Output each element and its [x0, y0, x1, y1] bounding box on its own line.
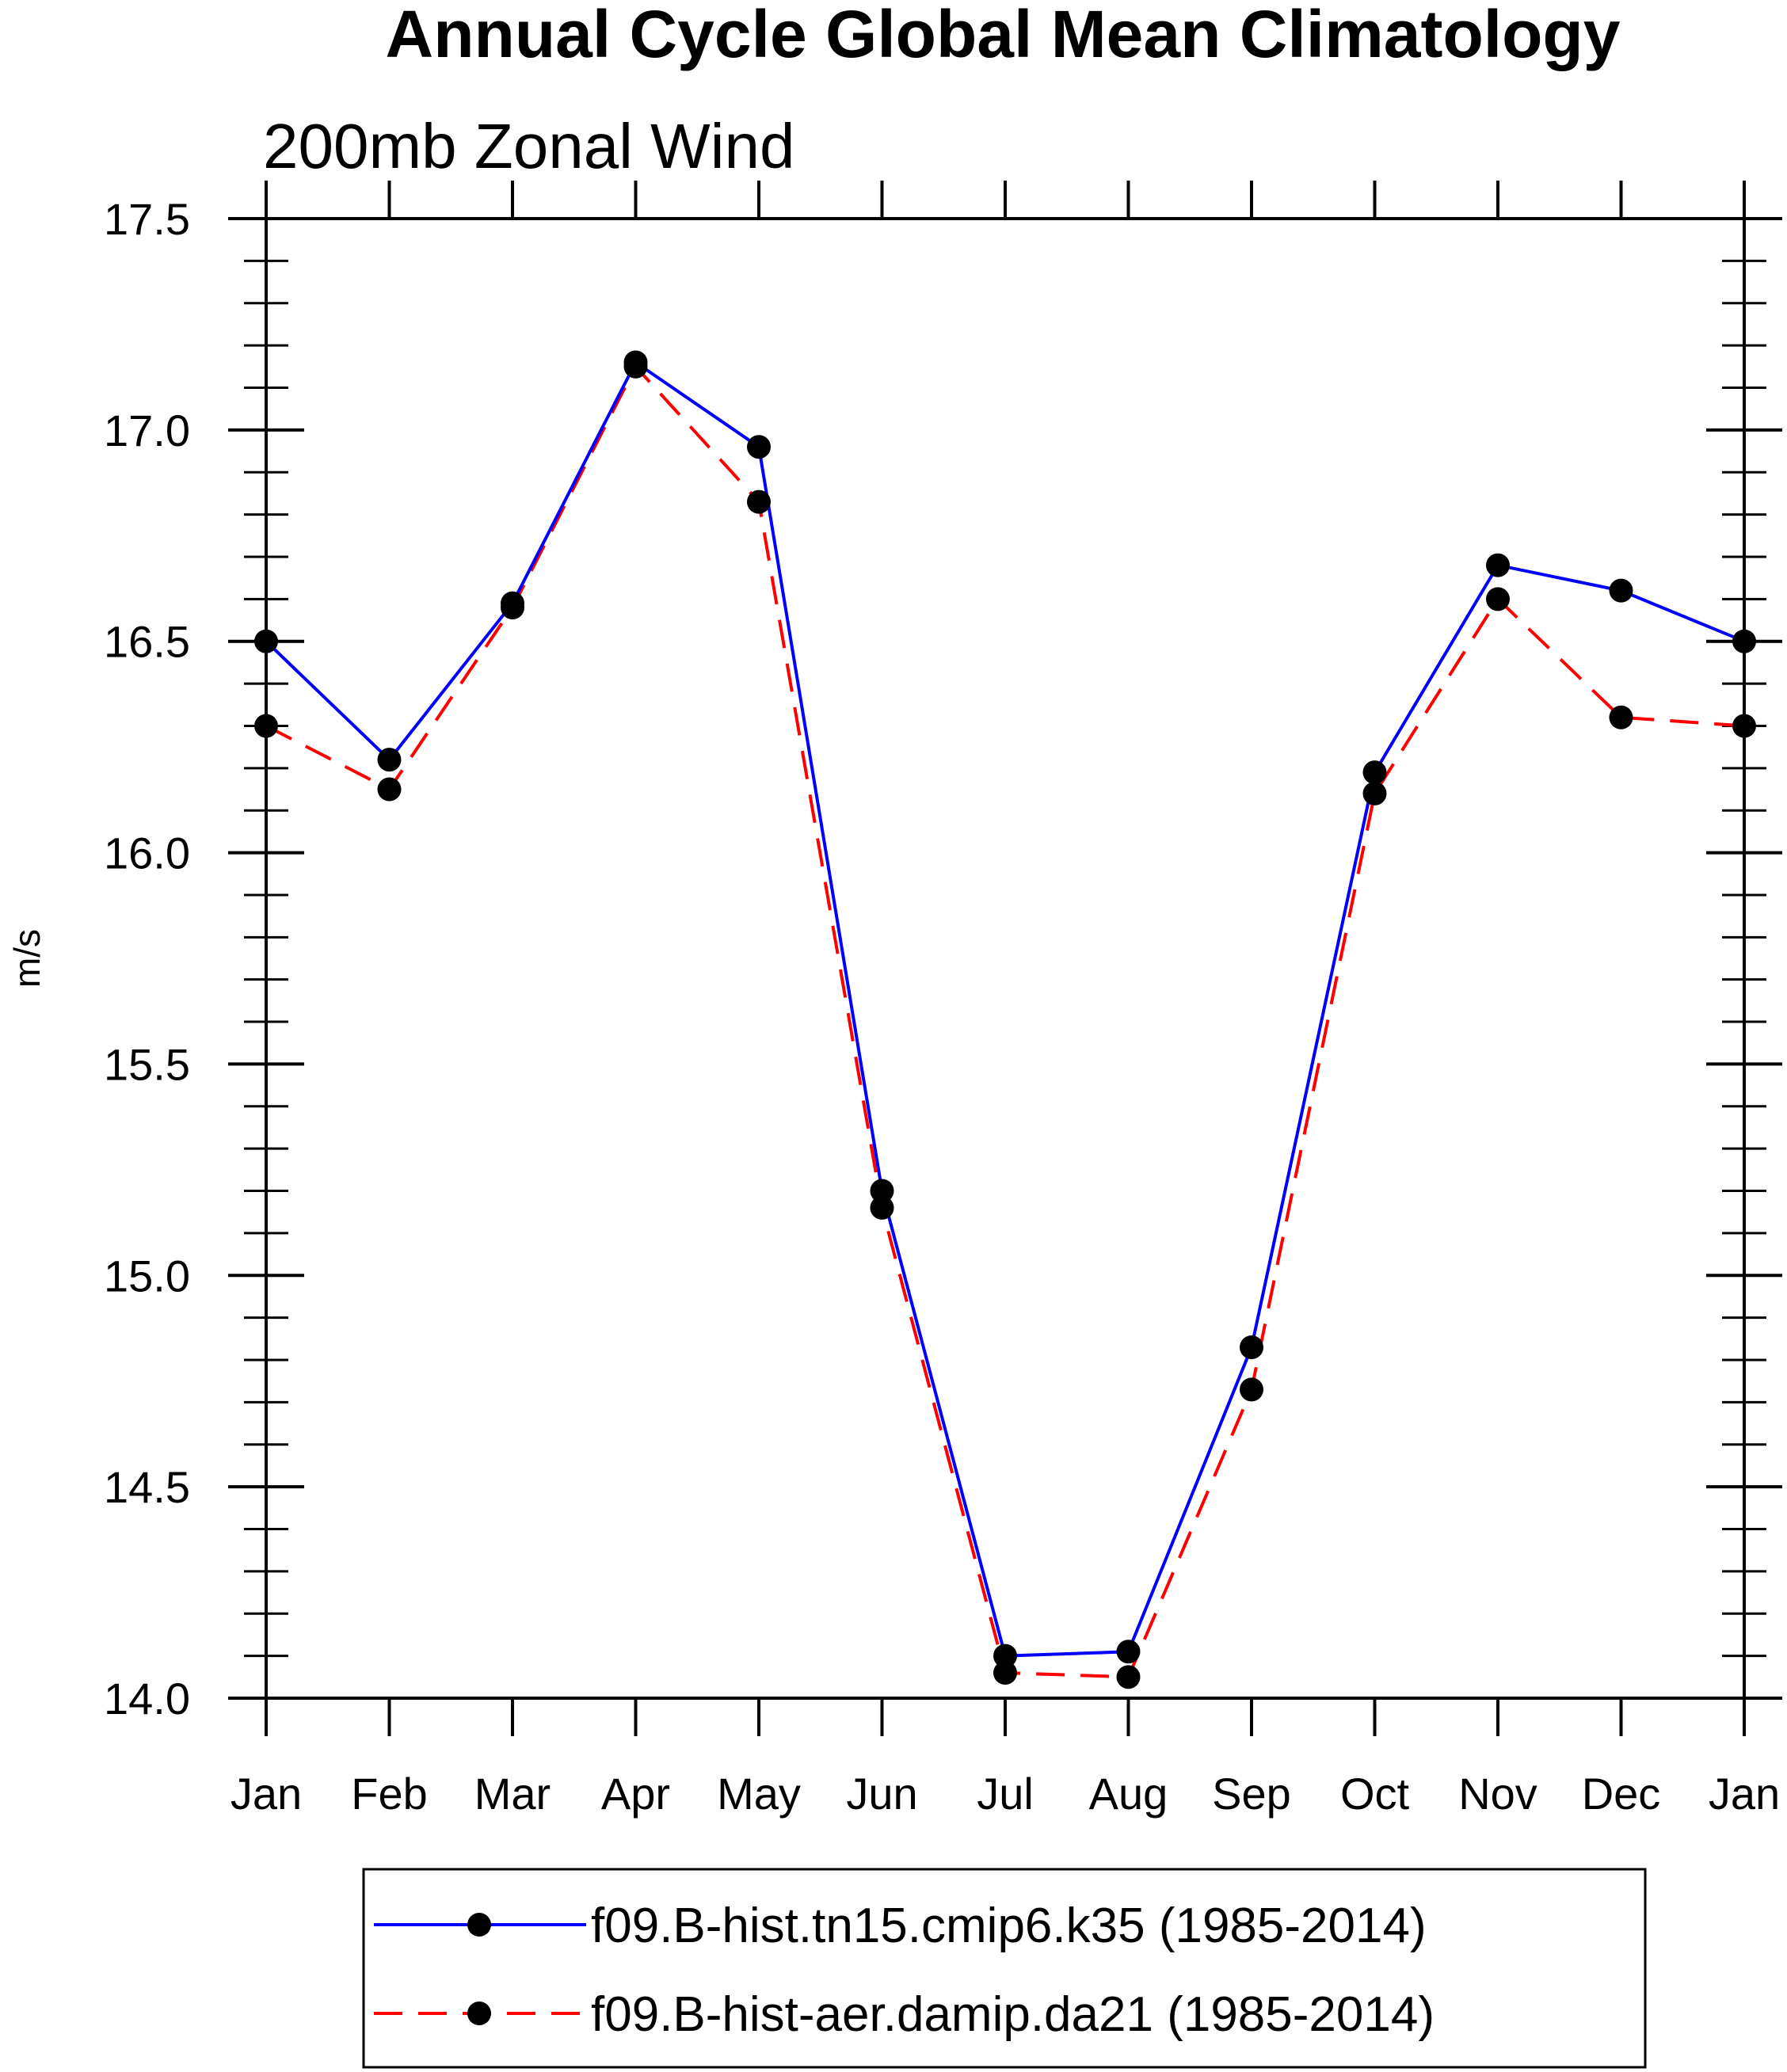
y-tick-label: 16.0: [104, 828, 190, 878]
data-point: [870, 1179, 894, 1203]
x-tick-label: Feb: [351, 1769, 428, 1819]
data-point: [993, 1644, 1017, 1668]
data-point: [993, 1660, 1017, 1685]
y-tick-label: 15.5: [104, 1039, 190, 1089]
data-point: [1732, 629, 1756, 653]
x-tick-label: Sep: [1212, 1769, 1291, 1819]
legend-marker: [467, 2002, 491, 2025]
chart-subtitle: 200mb Zonal Wind: [263, 111, 794, 181]
x-tick-label: Apr: [601, 1769, 670, 1819]
legend-marker: [467, 1913, 491, 1937]
data-point: [1486, 553, 1510, 577]
data-point: [377, 777, 402, 802]
series-line: [265, 360, 1745, 1658]
x-tick-label: Jul: [977, 1769, 1034, 1819]
x-tick-label: Mar: [474, 1769, 551, 1819]
x-tick-label: Nov: [1458, 1769, 1537, 1819]
y-tick-label: 14.0: [104, 1674, 190, 1723]
y-tick-label: 14.5: [104, 1462, 190, 1512]
data-point: [1116, 1665, 1141, 1689]
axis-tick-labels: Jan Feb Mar Apr May Jun Jul Aug Sep Oct Nov Dec Jan 1…: [104, 194, 1780, 1819]
series-line: [265, 364, 1745, 1679]
axis-ticks: [228, 181, 1782, 1736]
data-point: [1240, 1335, 1263, 1360]
data-point: [623, 354, 648, 379]
x-tick-label: Jan: [231, 1769, 302, 1819]
x-tick-label: Jan: [1709, 1769, 1780, 1819]
data-point: [1609, 705, 1633, 729]
data-point: [1116, 1640, 1141, 1664]
x-tick-label: Jun: [846, 1769, 917, 1819]
data-point: [377, 748, 402, 772]
data-point: [1362, 760, 1387, 785]
legend-label: f09.B-hist.tn15.cmip6.k35 (1985-2014): [591, 1899, 1427, 1953]
x-tick-label: Dec: [1582, 1769, 1661, 1819]
data-point: [1240, 1377, 1263, 1402]
data-point: [1732, 714, 1756, 738]
y-tick-label: 17.5: [104, 194, 190, 244]
data-point: [870, 1195, 894, 1220]
data-point: [254, 629, 278, 653]
y-tick-label: 16.5: [104, 617, 190, 667]
series-layer: [254, 350, 1756, 1689]
data-point: [501, 596, 524, 620]
legend-label: f09.B-hist-aer.damip.da21 (1985-2014): [591, 1987, 1435, 2042]
plot-frame: [265, 217, 1746, 1700]
legend: f09.B-hist.tn15.cmip6.k35 (1985-2014) f09…: [362, 1868, 1647, 2069]
data-point: [254, 714, 278, 738]
x-tick-label: Aug: [1089, 1769, 1168, 1819]
y-tick-label: 17.0: [104, 406, 190, 455]
data-point: [1609, 578, 1633, 603]
data-point: [747, 489, 771, 514]
x-tick-label: Oct: [1340, 1769, 1410, 1819]
y-axis-label: m/s: [6, 929, 48, 988]
data-point: [1362, 781, 1387, 806]
data-point: [747, 435, 771, 459]
chart-title: Annual Cycle Global Mean Climatology: [386, 0, 1621, 71]
x-tick-label: May: [717, 1769, 801, 1819]
legend-box: [362, 1868, 1647, 2069]
data-point: [1486, 587, 1510, 611]
y-tick-label: 15.0: [104, 1251, 190, 1301]
